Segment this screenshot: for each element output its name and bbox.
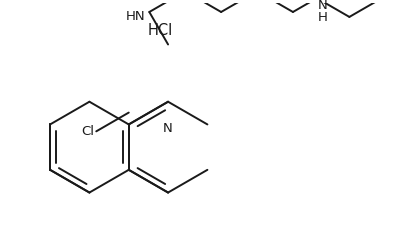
- Text: HCl: HCl: [148, 23, 173, 38]
- Text: N: N: [163, 122, 173, 135]
- Text: HN: HN: [126, 10, 145, 23]
- Text: Cl: Cl: [81, 125, 94, 138]
- Text: N
H: N H: [318, 0, 328, 24]
